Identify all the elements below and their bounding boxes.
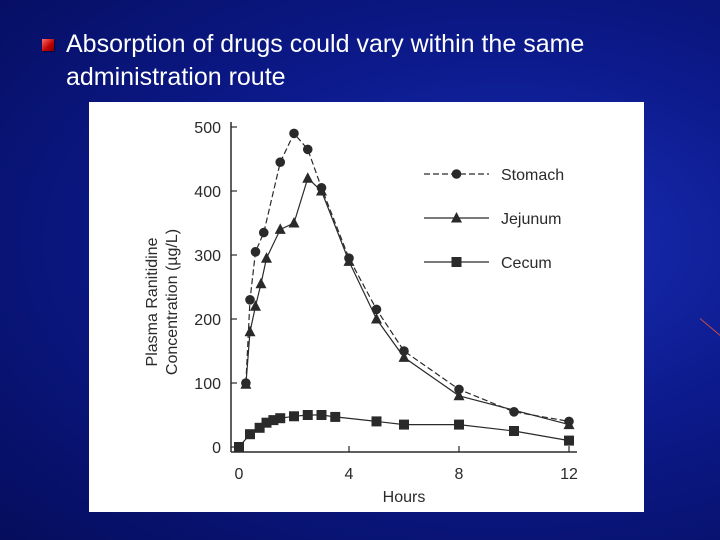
y-axis-label: Plasma Ranitidine Concentration (µg/L) (144, 229, 181, 375)
data-point (261, 417, 272, 428)
legend-item: Stomach (424, 167, 564, 184)
data-point (288, 217, 300, 228)
data-point (343, 255, 355, 266)
series-cecum (234, 410, 574, 452)
y-tick-label: 100 (194, 376, 221, 393)
data-point (399, 419, 409, 430)
ranitidine-absorption-chart: 0 100 200 300 400 500 0 4 8 12 Stomach Jejunum Cecu… (144, 120, 578, 506)
legend-item: Cecum (424, 255, 552, 272)
data-point (255, 277, 267, 289)
y-tick-label: 500 (194, 120, 221, 137)
data-point (330, 411, 341, 422)
legend-label: Stomach (501, 167, 564, 184)
chart-series (234, 128, 575, 452)
data-point (371, 304, 382, 315)
data-point (275, 157, 286, 167)
data-point (258, 227, 269, 238)
x-tick-label: 8 (455, 466, 464, 483)
legend-label: Cecum (501, 255, 552, 272)
data-point (240, 378, 252, 389)
data-point (302, 172, 314, 183)
chart-panel: 0 100 200 300 400 500 0 4 8 12 Stomach Jejunum Cecu… (89, 102, 644, 512)
data-point (244, 325, 256, 337)
series-jejunum (240, 172, 575, 430)
data-point (454, 384, 464, 395)
y-tick-label: 400 (194, 184, 221, 201)
legend-marker (451, 257, 462, 267)
x-tick-label: 0 (235, 466, 244, 483)
data-point (261, 252, 272, 263)
data-point (509, 426, 519, 436)
data-point (289, 411, 299, 422)
y-tick-label: 300 (194, 248, 221, 265)
y-axis-label-line: Concentration (µg/L) (164, 229, 181, 375)
data-point (316, 185, 327, 196)
x-tick-label: 4 (345, 466, 354, 483)
legend-label: Jejunum (501, 211, 561, 228)
data-point (563, 418, 575, 430)
data-point (302, 410, 313, 420)
data-point (268, 415, 279, 426)
data-point (453, 389, 465, 401)
data-point (398, 351, 410, 362)
data-point (289, 128, 299, 139)
x-axis-label: Hours (383, 489, 426, 506)
data-point (371, 416, 382, 427)
y-axis-label-line: Plasma Ranitidine (144, 237, 161, 366)
slide-bullet (42, 39, 54, 51)
data-point (564, 435, 574, 446)
slide-title: Absorption of drugs could vary within th… (66, 30, 585, 91)
data-point (316, 410, 327, 420)
legend-item: Jejunum (424, 211, 561, 228)
data-point (454, 419, 464, 430)
chart-axes: 0 100 200 300 400 500 0 4 8 12 (194, 120, 578, 483)
data-point (254, 422, 265, 433)
data-point (275, 413, 286, 424)
data-point (245, 295, 255, 305)
data-point (302, 144, 313, 155)
data-point (250, 247, 261, 257)
legend-marker (451, 212, 462, 223)
data-point (371, 313, 382, 324)
decorative-line (699, 318, 720, 337)
data-point (234, 442, 244, 452)
chart-legend: Stomach Jejunum Cecum (424, 167, 564, 272)
data-point (274, 223, 286, 234)
legend-marker (451, 169, 462, 179)
x-tick-label: 12 (560, 466, 578, 483)
y-tick-label: 0 (212, 440, 221, 457)
y-tick-label: 200 (194, 312, 221, 329)
data-point (509, 407, 519, 417)
data-point (250, 300, 261, 311)
data-point (245, 429, 255, 440)
